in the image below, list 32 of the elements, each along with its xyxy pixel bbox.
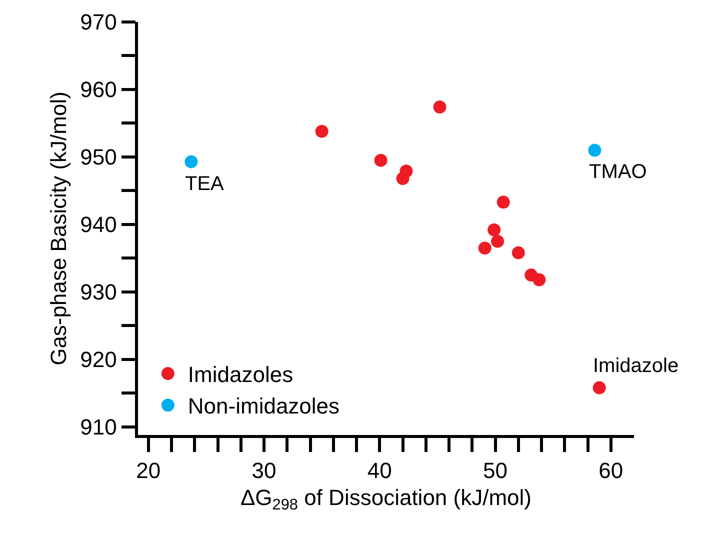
y-tick-label: 910 bbox=[80, 414, 117, 440]
point bbox=[374, 154, 388, 167]
y-tick-label: 960 bbox=[80, 77, 117, 102]
annotation: Imidazole bbox=[593, 355, 679, 377]
x-tick-label: 40 bbox=[367, 458, 392, 484]
y-tick-label: 930 bbox=[80, 280, 117, 305]
annotation: TMAO bbox=[589, 161, 647, 183]
annotation: TEA bbox=[185, 173, 225, 195]
point bbox=[478, 242, 492, 255]
y-tick-label: 970 bbox=[80, 10, 117, 35]
point bbox=[433, 100, 446, 114]
point bbox=[491, 234, 504, 248]
y-axis-title: Gas-phase Basicity (kJ/mol) bbox=[46, 92, 71, 366]
x-tick-label: 30 bbox=[252, 458, 276, 484]
point bbox=[496, 196, 510, 209]
point bbox=[592, 381, 606, 394]
y-tick-label: 920 bbox=[80, 347, 117, 372]
x-tick-label: 60 bbox=[598, 458, 624, 484]
y-tick-label: 950 bbox=[80, 144, 117, 170]
point bbox=[184, 155, 198, 168]
y-tick-label: 940 bbox=[80, 212, 117, 238]
point bbox=[400, 164, 413, 178]
point bbox=[315, 124, 328, 138]
legend-label: Non-imidazoles bbox=[188, 394, 340, 419]
point bbox=[588, 144, 602, 157]
point bbox=[512, 246, 525, 260]
x-tick-label: 50 bbox=[483, 458, 508, 484]
x-tick-label: 20 bbox=[136, 458, 161, 484]
point bbox=[532, 273, 546, 286]
x-axis-title: ΔG$_{298}$ of Dissociation (kJ/mol) bbox=[240, 485, 532, 514]
legend-label: Imidazoles bbox=[188, 362, 294, 388]
point bbox=[488, 223, 501, 236]
